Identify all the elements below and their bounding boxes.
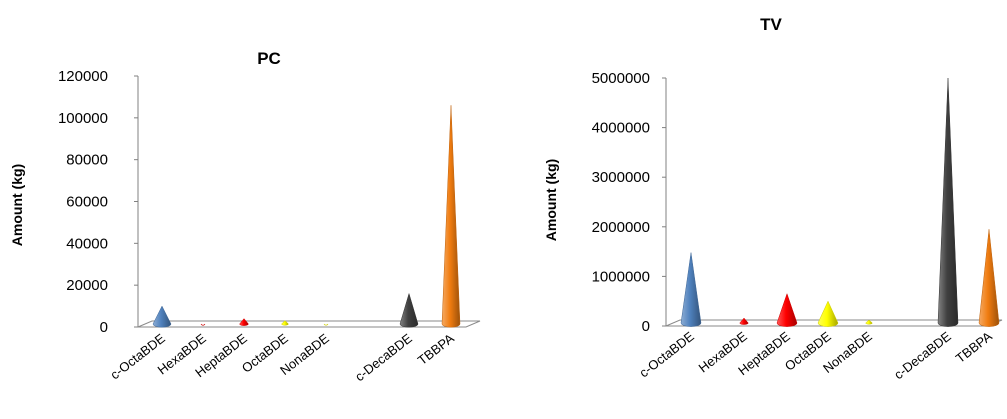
bar-HeptaBDE [776,292,798,327]
y-tick-label: 2000000 [592,219,650,236]
y-tick-label: 100000 [58,110,108,127]
y-tick-label: 40000 [66,235,108,252]
bar-cone [323,323,329,326]
x-tick-label: c-DecaBDE [352,330,415,384]
bar-cone [441,105,461,328]
x-tick-label: TBBPA [415,330,457,368]
bar-cone [739,317,749,325]
y-axis-label: Amount (kg) [9,164,25,246]
bar-HeptaBDE [239,318,249,326]
bar-NonaBDE [323,323,329,326]
bar-cone [776,292,798,327]
y-axis-label: Amount (kg) [543,159,559,241]
y-tick-label: 0 [100,319,108,336]
chart-panel-tv: TV Amount (kg) 0 1000000 2000000 3000000 400… [543,15,1003,382]
y-tick-label: 1000000 [592,268,650,285]
bar-c-OctaBDE [152,305,172,328]
bar-cone [680,252,702,327]
x-tick-label: c-OctaBDE [107,330,168,382]
bar-cone [937,77,959,327]
chart-marks [152,105,461,328]
bar-cone [281,320,289,326]
x-tick-label: TBBPA [953,328,995,366]
bar-HexaBDE [739,317,749,325]
bar-cone [978,229,1000,327]
y-tick-label: 120000 [58,68,108,85]
chart-marks [680,77,1000,327]
chart-title: PC [257,49,281,68]
y-tick-label: 80000 [66,152,108,169]
x-tick-label: c-DecaBDE [891,328,954,382]
y-tick-label: 60000 [66,194,108,211]
x-tick-label: c-OctaBDE [636,328,697,380]
y-tick-labels: 0 1000000 2000000 3000000 4000000 5000000 [592,70,666,335]
y-tick-label: 5000000 [592,70,650,87]
y-tick-label: 20000 [66,277,108,294]
bar-OctaBDE [817,300,839,327]
bar-c-OctaBDE [680,252,702,327]
y-tick-label: 4000000 [592,120,650,137]
bar-TBBPA [441,105,461,328]
bar-cone [152,305,172,328]
y-tick-label: 0 [642,318,650,335]
y-tick-labels: 0 20000 40000 60000 80000 100000 120000 [58,68,138,336]
bar-cone [239,318,249,326]
chart-title: TV [760,15,782,34]
bar-OctaBDE [281,320,289,326]
bar-NonaBDE [865,319,873,325]
chart-panel-pc: PC Amount (kg) 0 20000 40000 60000 80000 1000… [9,49,481,384]
bar-HexaBDE [200,323,206,326]
bar-cone [865,319,873,325]
bar-c-DecaBDE [937,77,959,327]
bar-cone [200,323,206,326]
bar-c-DecaBDE [399,292,419,328]
bar-cone [399,292,419,328]
bar-cone [817,300,839,327]
chart-floor-plane [137,320,481,328]
y-tick-label: 3000000 [592,169,650,186]
chart-floor [137,76,481,328]
bar-TBBPA [978,229,1000,327]
